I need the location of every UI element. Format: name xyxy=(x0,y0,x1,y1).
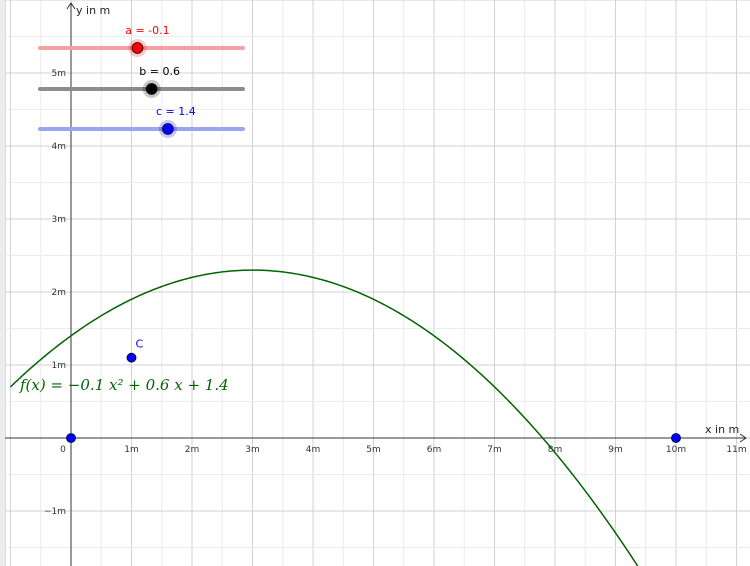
grid xyxy=(5,0,750,566)
x-tick-label: 11m xyxy=(726,445,746,455)
points[interactable]: C xyxy=(66,338,681,443)
slider-label-c: c = 1.4 xyxy=(156,105,196,118)
y-tick-label: 4m xyxy=(52,142,67,152)
x-tick-label: 10m xyxy=(666,445,686,455)
point-origin[interactable] xyxy=(66,433,76,443)
x-tick-label: 9m xyxy=(608,445,623,455)
x-tick-label: 8m xyxy=(548,445,563,455)
point-C[interactable] xyxy=(126,352,137,363)
x-tick-label: 5m xyxy=(366,445,381,455)
slider-handle-a[interactable] xyxy=(131,42,144,54)
slider-c[interactable]: c = 1.4 xyxy=(38,105,245,138)
x-axis-arrow-icon xyxy=(739,433,747,443)
x-tick-label: 3m xyxy=(245,445,260,455)
slider-a[interactable]: a = -0.1 xyxy=(38,24,245,57)
x-tick-label: 2m xyxy=(185,445,200,455)
y-axis-label: y in m xyxy=(76,4,110,17)
left-panel-edge xyxy=(0,0,6,566)
y-tick-label: −1m xyxy=(44,507,66,517)
x-tick-label: 6m xyxy=(427,445,442,455)
slider-b[interactable]: b = 0.6 xyxy=(38,65,245,98)
point-ten[interactable] xyxy=(671,433,681,443)
y-tick-label: 3m xyxy=(52,215,67,225)
y-tick-label: 1m xyxy=(52,361,67,371)
point-label-C: C xyxy=(136,338,144,351)
slider-label-b: b = 0.6 xyxy=(139,65,180,78)
sliders[interactable]: a = -0.1 b = 0.6 c = 1.4 xyxy=(38,24,245,138)
y-axis-arrow-icon xyxy=(66,2,76,10)
tick-labels: 0 1m 2m 3m 4m 5m 6m 7m 8m 9m 10m 11m −1m 1m 2m 3m 4m 5m xyxy=(44,69,747,517)
x-tick-label: 1m xyxy=(124,445,139,455)
axes: x in m y in m xyxy=(5,2,747,566)
slider-handle-b[interactable] xyxy=(145,83,158,95)
function-label[interactable]: f(x) = −0.1 x² + 0.6 x + 1.4 xyxy=(19,376,229,394)
x-axis-label: x in m xyxy=(705,423,739,436)
x-tick-label: 7m xyxy=(487,445,502,455)
x-tick-label: 4m xyxy=(306,445,321,455)
slider-handle-c[interactable] xyxy=(161,123,174,135)
x-tick-label: 0 xyxy=(60,445,66,455)
y-tick-label: 2m xyxy=(52,288,67,298)
slider-label-a: a = -0.1 xyxy=(125,24,169,37)
y-tick-label: 5m xyxy=(52,69,67,79)
function-curve[interactable] xyxy=(9,269,646,566)
